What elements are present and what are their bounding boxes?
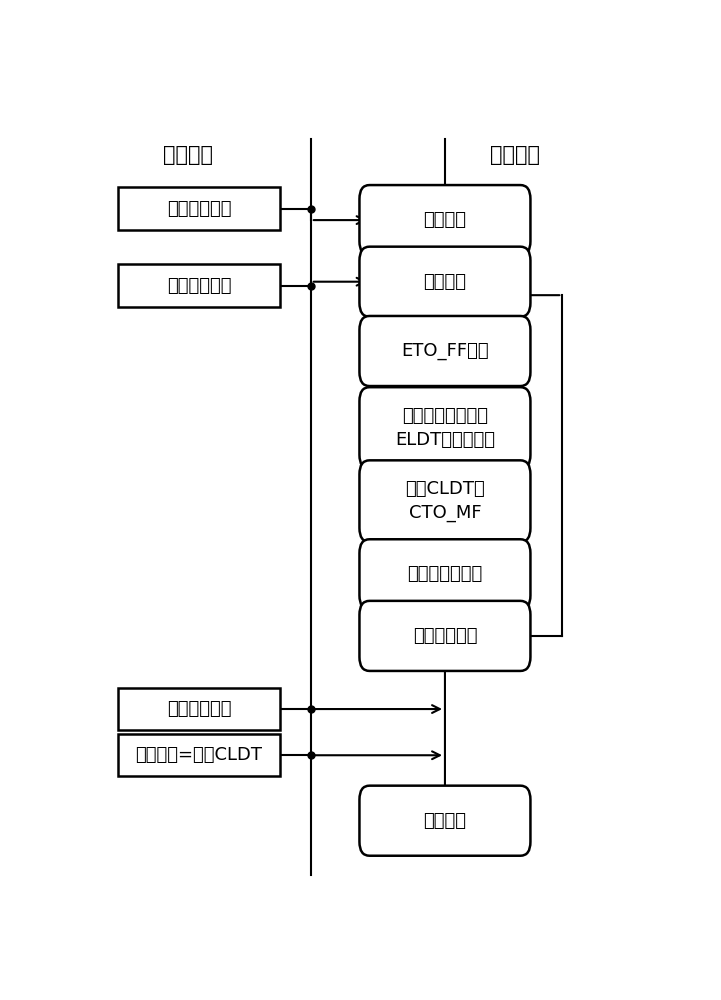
FancyBboxPatch shape — [360, 247, 531, 317]
Text: 触发事件: 触发事件 — [163, 145, 213, 165]
Text: 计算CLDT、
CTO_MF: 计算CLDT、 CTO_MF — [405, 480, 485, 522]
Text: 航班创建: 航班创建 — [423, 211, 466, 229]
Text: 触发服务: 触发服务 — [490, 145, 540, 165]
Text: ETO_FF计算: ETO_FF计算 — [401, 342, 489, 360]
Text: 飞行计划激活: 飞行计划激活 — [167, 277, 231, 295]
FancyBboxPatch shape — [118, 734, 280, 776]
FancyBboxPatch shape — [360, 460, 531, 542]
Text: 当前时间=航班CLDT: 当前时间=航班CLDT — [136, 746, 262, 764]
FancyBboxPatch shape — [360, 387, 531, 469]
FancyBboxPatch shape — [118, 688, 280, 730]
FancyBboxPatch shape — [360, 316, 531, 386]
Text: 多目标跑道分配、
ELDT计算、排序: 多目标跑道分配、 ELDT计算、排序 — [395, 407, 495, 449]
Text: 优化跑道分配: 优化跑道分配 — [412, 627, 477, 645]
Text: 航班激活: 航班激活 — [423, 273, 466, 291]
FancyBboxPatch shape — [118, 264, 280, 307]
Text: 延误和模式计算: 延误和模式计算 — [407, 565, 482, 583]
FancyBboxPatch shape — [360, 185, 531, 255]
FancyBboxPatch shape — [360, 786, 531, 856]
FancyBboxPatch shape — [118, 187, 280, 230]
Text: 航班终止: 航班终止 — [423, 812, 466, 830]
Text: 飞行计划更新: 飞行计划更新 — [167, 700, 231, 718]
FancyBboxPatch shape — [360, 601, 531, 671]
FancyBboxPatch shape — [360, 539, 531, 609]
Text: 飞行计划创建: 飞行计划创建 — [167, 200, 231, 218]
